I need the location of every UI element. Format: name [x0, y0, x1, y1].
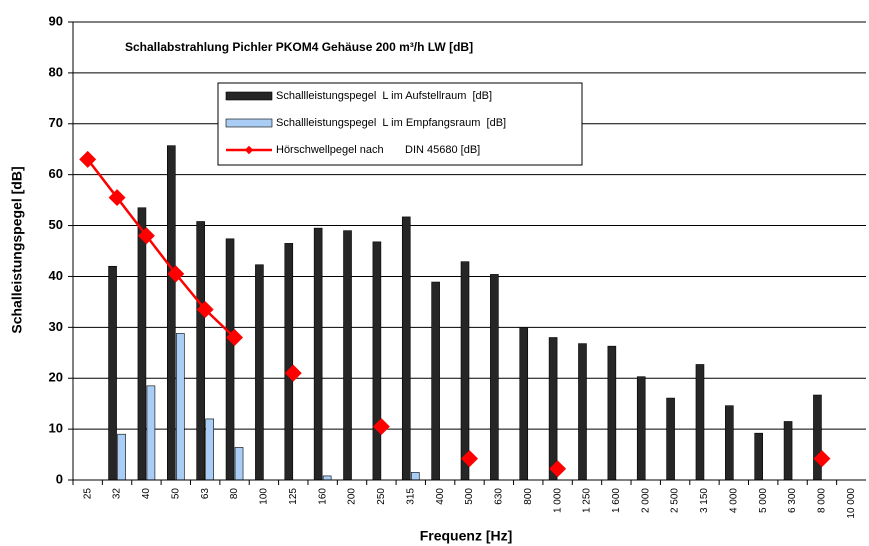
- x-tick-label: 32: [112, 488, 123, 500]
- bar: [205, 418, 214, 481]
- x-tick-label: 160: [317, 488, 328, 505]
- legend-label: Schallleistungspegel L im Aufstellraum […: [276, 90, 492, 102]
- y-tick-label: 60: [49, 166, 63, 181]
- bar: [343, 230, 352, 481]
- marker: [196, 301, 214, 319]
- x-tick-label: 4 000: [728, 488, 739, 513]
- x-tick-label: 400: [435, 488, 446, 505]
- x-tick-label: 2 500: [670, 488, 681, 513]
- x-tick-label: 800: [523, 488, 534, 505]
- legend-swatch: [225, 91, 273, 101]
- y-axis-label: Schalleistungspegel [dB]: [9, 166, 25, 333]
- legend: Schallleistungspegel L im Aufstellraum […: [217, 82, 583, 166]
- marker: [79, 150, 97, 168]
- legend-swatch: [225, 118, 273, 128]
- y-tick-label: 10: [49, 421, 63, 436]
- y-tick-label: 0: [56, 471, 63, 486]
- x-tick-label: 1 600: [611, 488, 622, 513]
- y-tick-label: 90: [49, 13, 63, 28]
- x-tick-label: 250: [376, 488, 387, 505]
- bar: [636, 376, 646, 481]
- x-tick-label: 200: [347, 488, 358, 505]
- bar: [108, 265, 117, 481]
- bar: [146, 385, 156, 481]
- marker: [137, 227, 155, 245]
- marker: [167, 265, 185, 283]
- x-tick-label: 315: [405, 488, 416, 505]
- x-tick-label: 63: [200, 488, 211, 500]
- x-axis-label: Frequenz [Hz]: [420, 528, 513, 544]
- bar: [234, 447, 244, 481]
- legend-box: [217, 82, 583, 166]
- x-tick-label: 40: [141, 488, 152, 500]
- marker: [284, 364, 302, 382]
- x-tick-label: 80: [229, 488, 240, 500]
- x-tick-label: 5 000: [758, 488, 769, 513]
- bar: [490, 274, 499, 481]
- legend-label: Hörschwellpegel nach DIN 45680 [dB]: [276, 144, 480, 156]
- x-tick-label: 500: [464, 488, 475, 505]
- bar: [313, 227, 323, 481]
- x-tick-label: 1 000: [552, 488, 563, 513]
- y-tick-label: 80: [49, 64, 63, 79]
- bar: [401, 216, 411, 481]
- x-tick-label: 50: [170, 488, 181, 500]
- x-tick-label: 2 000: [640, 488, 651, 513]
- bar: [548, 337, 558, 481]
- marker: [549, 460, 567, 478]
- marker: [226, 329, 244, 346]
- bar: [519, 327, 529, 481]
- marker: [108, 189, 126, 207]
- bar: [196, 221, 205, 481]
- y-tick-label: 50: [49, 217, 63, 232]
- bar: [460, 261, 470, 481]
- chart-title: Schallabstrahlung Pichler PKOM4 Gehäuse …: [125, 40, 473, 54]
- x-tick-label: 25: [82, 488, 93, 500]
- marker: [372, 418, 390, 436]
- x-tick-label: 8 000: [817, 488, 828, 513]
- bar: [666, 397, 675, 481]
- bar: [431, 281, 440, 481]
- bar: [695, 364, 705, 481]
- bar: [166, 145, 176, 481]
- bar: [410, 472, 420, 481]
- x-tick-label: 100: [259, 488, 270, 505]
- bar: [117, 433, 126, 481]
- x-tick-label: 125: [288, 488, 299, 505]
- y-tick-label: 40: [49, 268, 63, 283]
- x-tick-label: 1 250: [582, 488, 593, 513]
- bar: [813, 394, 822, 481]
- bar: [322, 475, 332, 481]
- x-tick-label: 6 300: [787, 488, 798, 513]
- y-tick-label: 70: [49, 115, 63, 130]
- x-tick-label: 630: [494, 488, 505, 505]
- bar: [372, 241, 382, 481]
- bar: [225, 238, 235, 481]
- marker: [461, 450, 478, 468]
- bar: [754, 432, 764, 481]
- y-tick-label: 20: [49, 370, 63, 385]
- x-tick-label: 3 150: [699, 488, 710, 513]
- bar: [578, 343, 587, 481]
- marker: [813, 450, 831, 468]
- legend-label: Schallleistungspegel L im Empfangsraum […: [276, 117, 506, 129]
- bar: [783, 421, 793, 481]
- bar: [137, 207, 147, 481]
- bar: [284, 243, 294, 481]
- bar: [175, 333, 185, 481]
- y-tick-label: 30: [49, 319, 63, 334]
- bar: [725, 405, 734, 481]
- legend-swatch: [244, 145, 254, 155]
- x-tick-label: 10 000: [846, 488, 857, 519]
- bar: [255, 264, 264, 481]
- bar: [607, 345, 617, 481]
